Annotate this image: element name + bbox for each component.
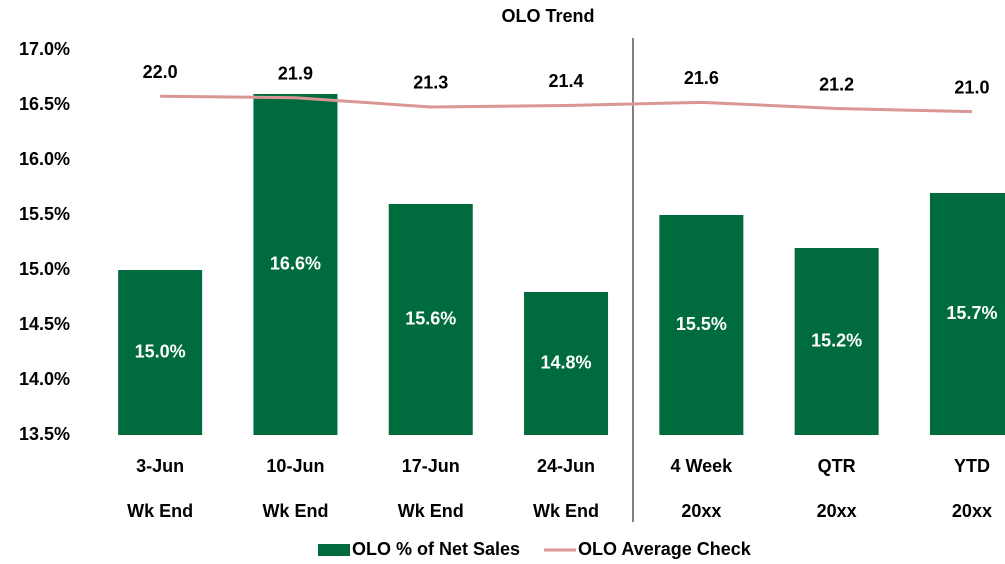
x-sub-label: Wk End xyxy=(533,501,599,521)
x-tick-label: 4 Week xyxy=(670,456,733,476)
line-value-label: 21.0 xyxy=(954,77,989,97)
x-sub-label: Wk End xyxy=(398,501,464,521)
x-tick-label: 24-Jun xyxy=(537,456,595,476)
y-tick-label: 15.0% xyxy=(19,259,70,279)
bar-value-label: 16.6% xyxy=(270,253,321,273)
y-tick-label: 14.5% xyxy=(19,314,70,334)
line-value-label: 22.0 xyxy=(143,62,178,82)
x-sub-label: 20xx xyxy=(952,501,992,521)
bar xyxy=(118,270,203,435)
chart-title: OLO Trend xyxy=(501,6,594,26)
legend-label: OLO Average Check xyxy=(578,539,752,559)
line-value-label: 21.2 xyxy=(819,74,854,94)
x-tick-label: 10-Jun xyxy=(266,456,324,476)
bar xyxy=(794,248,879,435)
bar xyxy=(524,292,609,435)
bar-value-label: 15.6% xyxy=(405,308,456,328)
x-sub-label: Wk End xyxy=(127,501,193,521)
line-value-label: 21.6 xyxy=(684,68,719,88)
x-sub-label: Wk End xyxy=(262,501,328,521)
x-tick-label: QTR xyxy=(818,456,856,476)
y-tick-label: 16.0% xyxy=(19,149,70,169)
y-tick-label: 15.5% xyxy=(19,204,70,224)
line xyxy=(160,94,972,114)
legend-label: OLO % of Net Sales xyxy=(352,539,520,559)
x-tick-label: 3-Jun xyxy=(136,456,184,476)
x-tick-label: 17-Jun xyxy=(402,456,460,476)
y-tick-label: 16.5% xyxy=(19,94,70,114)
bar xyxy=(253,94,338,435)
bar-value-label: 15.5% xyxy=(676,314,727,334)
line-value-label: 21.4 xyxy=(549,71,584,91)
bar-value-label: 15.7% xyxy=(946,303,997,323)
y-tick-label: 14.0% xyxy=(19,369,70,389)
bar xyxy=(929,193,1005,435)
y-tick-label: 17.0% xyxy=(19,39,70,59)
bar xyxy=(659,215,744,435)
x-tick-label: YTD xyxy=(954,456,990,476)
line-value-label: 21.9 xyxy=(278,63,313,83)
bar-value-label: 15.0% xyxy=(135,341,186,361)
x-sub-label: 20xx xyxy=(817,501,857,521)
bar-value-label: 14.8% xyxy=(541,352,592,372)
line-value-label: 21.3 xyxy=(413,73,448,93)
x-sub-label: 20xx xyxy=(681,501,721,521)
legend-swatch xyxy=(318,544,350,556)
bar-value-label: 15.2% xyxy=(811,330,862,350)
bar xyxy=(388,204,473,435)
y-tick-label: 13.5% xyxy=(19,424,70,444)
